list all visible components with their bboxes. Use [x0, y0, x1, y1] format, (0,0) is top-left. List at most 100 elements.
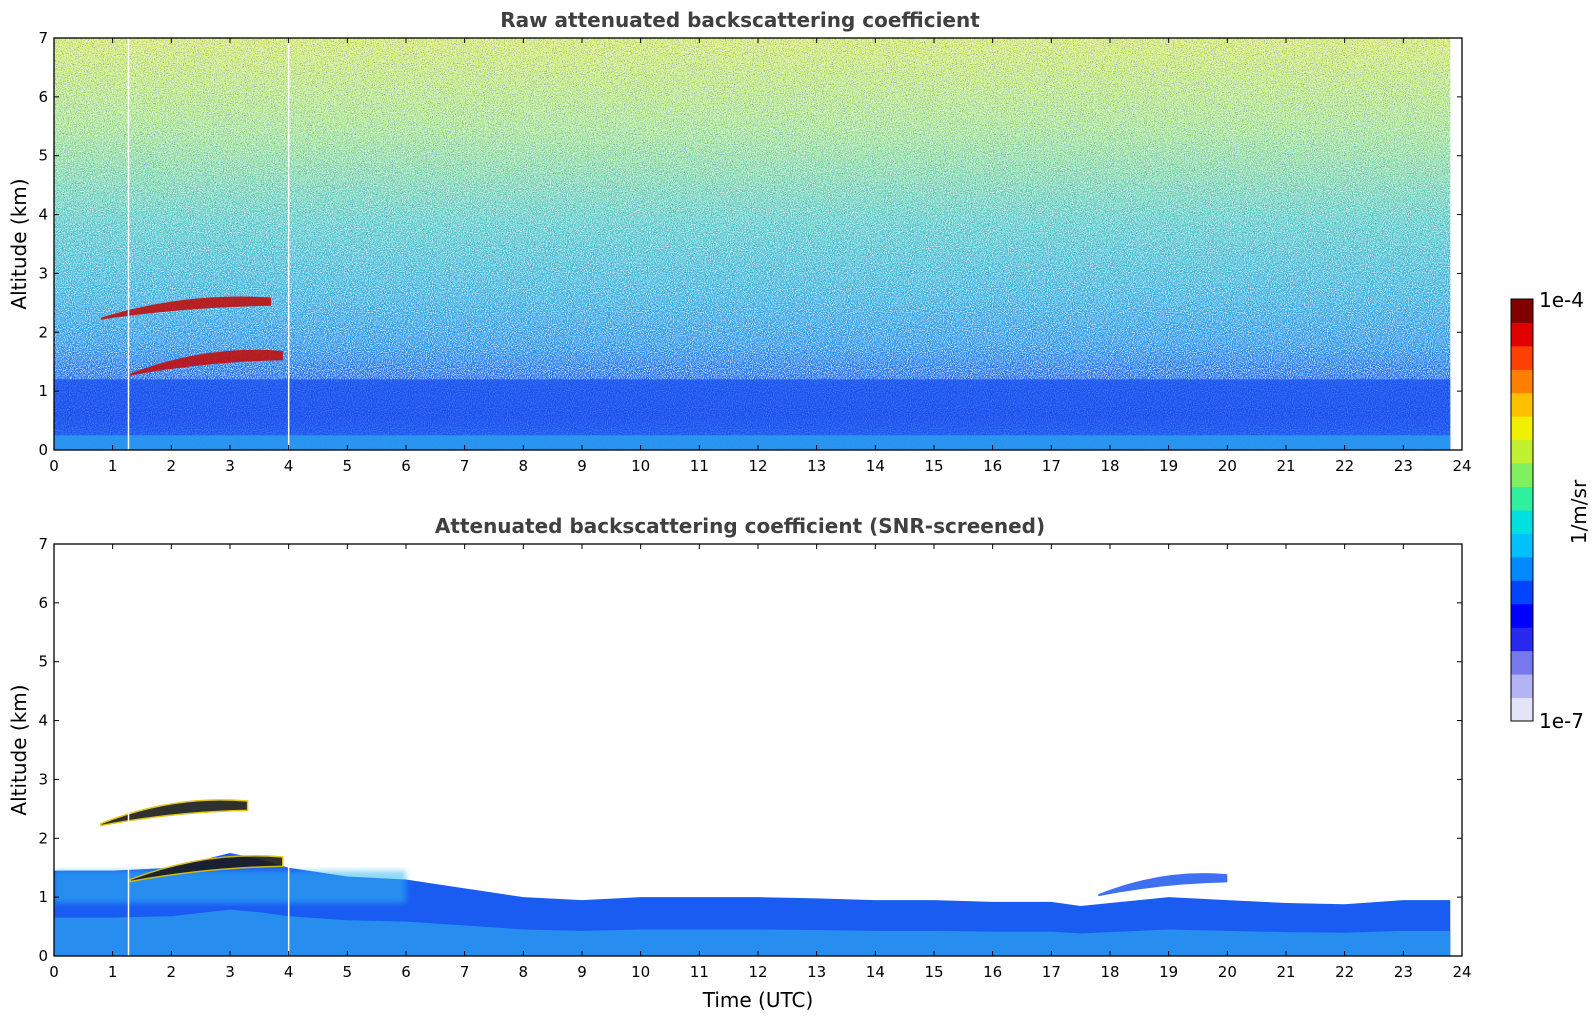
- bottom-x-tick-label: 13: [807, 963, 826, 981]
- top-x-axis: 0 1 2 3 4 5 6 7 8 9 10 11 12 13 14 15 16 17 18 19 20 21 22 23 24: [49, 38, 1472, 475]
- bottom-lower-layer: [54, 909, 1451, 956]
- top-heatmap: [54, 38, 1451, 450]
- bottom-y-tick-label: 4: [38, 712, 48, 730]
- colorbar-swatch: [1511, 627, 1533, 652]
- colorbar-swatch: [1511, 322, 1533, 347]
- bottom-x-tick-label: 24: [1452, 963, 1471, 981]
- bottom-panel: Attenuated backscattering coefficient (S…: [7, 514, 1472, 1012]
- top-surface-layer: [54, 435, 1451, 450]
- bottom-aerosol-band: [54, 870, 406, 904]
- top-chart-title: Raw attenuated backscattering coefficien…: [500, 8, 980, 32]
- top-x-tick-label: 22: [1335, 457, 1354, 475]
- bottom-x-tick-label: 15: [924, 963, 943, 981]
- top-y-axis-label: Altitude (km): [7, 178, 31, 309]
- colorbar-swatch: [1511, 674, 1533, 699]
- bottom-x-tick-label: 11: [690, 963, 709, 981]
- bottom-y-tick-label: 3: [38, 770, 48, 788]
- top-x-tick-label: 10: [631, 457, 650, 475]
- bottom-x-tick-label: 0: [49, 963, 59, 981]
- top-x-tick-label: 1: [108, 457, 118, 475]
- top-y-tick-label: 6: [38, 88, 48, 106]
- top-x-tick-label: 20: [1218, 457, 1237, 475]
- bottom-x-tick-label: 6: [401, 963, 411, 981]
- top-x-tick-label: 12: [748, 457, 767, 475]
- colorbar-swatch: [1511, 603, 1533, 628]
- colorbar-swatches: [1511, 299, 1533, 722]
- bottom-x-tick-label: 8: [519, 963, 529, 981]
- colorbar-frame: [1510, 298, 1534, 722]
- top-x-tick-label: 15: [924, 457, 943, 475]
- top-feature-cloud-1: [130, 349, 283, 376]
- top-x-tick-label: 18: [1100, 457, 1119, 475]
- bottom-x-tick-label: 12: [748, 963, 767, 981]
- bottom-y-tick-label: 5: [38, 653, 48, 671]
- bottom-x-tick-label: 10: [631, 963, 650, 981]
- bottom-y-axis-label: Altitude (km): [7, 684, 31, 815]
- colorbar-swatch: [1511, 510, 1533, 534]
- top-x-tick-label: 6: [401, 457, 411, 475]
- top-x-tick-label: 21: [1276, 457, 1295, 475]
- colorbar-unit-label: 1/m/sr: [1567, 479, 1591, 544]
- bottom-x-tick-label: 14: [866, 963, 885, 981]
- top-x-tick-label: 9: [577, 457, 587, 475]
- bottom-x-tick-label: 20: [1218, 963, 1237, 981]
- top-panel: Raw attenuated backscattering coefficien…: [7, 8, 1472, 475]
- top-feature-cloud-0: [100, 296, 272, 320]
- bottom-x-tick-label: 16: [983, 963, 1002, 981]
- bottom-y-axis: 0 1 2 3 4 5 6 7: [38, 535, 1462, 965]
- top-x-tick-label: 7: [460, 457, 470, 475]
- bottom-heatmap: [54, 544, 1451, 956]
- colorbar-swatch: [1511, 345, 1533, 370]
- bottom-x-tick-label: 17: [1042, 963, 1061, 981]
- top-x-tick-label: 14: [866, 457, 885, 475]
- top-x-tick-label: 11: [690, 457, 709, 475]
- bottom-x-tick-label: 18: [1100, 963, 1119, 981]
- bottom-x-tick-label: 1: [108, 963, 118, 981]
- top-x-tick-label: 19: [1159, 457, 1178, 475]
- bottom-x-tick-label: 22: [1335, 963, 1354, 981]
- top-y-tick-label: 1: [38, 382, 48, 400]
- colorbar-swatch: [1511, 369, 1533, 394]
- top-x-tick-label: 8: [519, 457, 529, 475]
- top-y-tick-label: 3: [38, 264, 48, 282]
- bottom-x-tick-label: 21: [1276, 963, 1295, 981]
- colorbar-swatch: [1511, 463, 1533, 488]
- top-x-tick-label: 13: [807, 457, 826, 475]
- colorbar-max-label: 1e-4: [1539, 288, 1584, 312]
- colorbar-swatch: [1511, 416, 1533, 441]
- colorbar-min-label: 1e-7: [1539, 709, 1584, 733]
- top-x-tick-label: 3: [225, 457, 235, 475]
- bottom-x-tick-label: 19: [1159, 963, 1178, 981]
- colorbar-swatch: [1511, 299, 1533, 323]
- bottom-chart-title: Attenuated backscattering coefficient (S…: [435, 514, 1045, 538]
- top-x-tick-label: 0: [49, 457, 59, 475]
- colorbar: 1e-4 1e-7 1/m/sr: [1510, 288, 1591, 733]
- bottom-x-tick-label: 4: [284, 963, 294, 981]
- top-noise-dark: [54, 38, 1451, 368]
- bottom-x-tick-label: 5: [343, 963, 353, 981]
- bottom-y-tick-label: 7: [38, 535, 48, 553]
- top-y-axis: 0 1 2 3 4 5 6 7: [38, 29, 1462, 459]
- top-y-tick-label: 7: [38, 29, 48, 47]
- top-y-tick-label: 5: [38, 147, 48, 165]
- top-y-tick-label: 2: [38, 323, 48, 341]
- bottom-y-tick-label: 6: [38, 594, 48, 612]
- bottom-y-tick-label: 0: [38, 947, 48, 965]
- top-x-tick-label: 24: [1452, 457, 1471, 475]
- colorbar-swatch: [1511, 439, 1533, 464]
- colorbar-swatch: [1511, 556, 1533, 581]
- colorbar-swatch: [1511, 486, 1533, 511]
- bottom-x-tick-label: 3: [225, 963, 235, 981]
- colorbar-swatch: [1511, 392, 1533, 417]
- colorbar-swatch: [1511, 533, 1533, 558]
- top-x-tick-label: 23: [1394, 457, 1413, 475]
- top-x-tick-label: 16: [983, 457, 1002, 475]
- bottom-y-tick-label: 2: [38, 829, 48, 847]
- bottom-y-tick-label: 1: [38, 888, 48, 906]
- top-y-tick-label: 0: [38, 441, 48, 459]
- colorbar-swatch: [1511, 650, 1533, 675]
- colorbar-swatch: [1511, 697, 1533, 722]
- colorbar-swatch: [1511, 580, 1533, 605]
- top-x-tick-label: 5: [343, 457, 353, 475]
